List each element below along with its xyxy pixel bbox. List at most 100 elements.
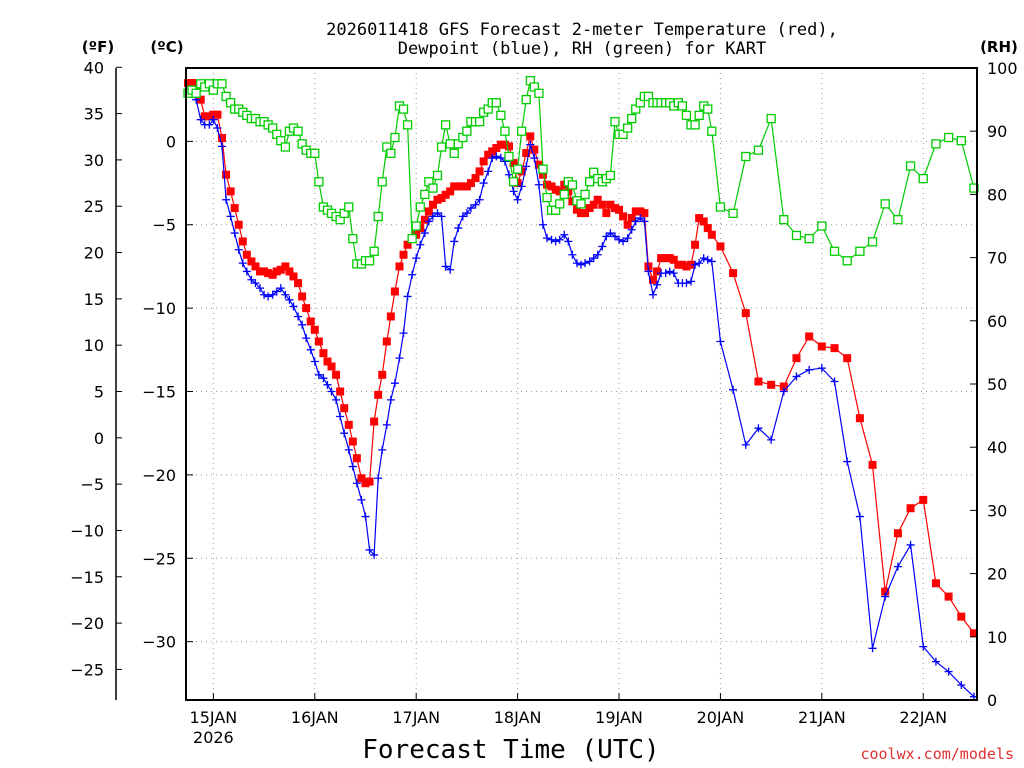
- temperature-point: [475, 167, 484, 176]
- dewpoint-point: [218, 142, 227, 151]
- dewpoint-point: [665, 267, 674, 276]
- rh-tick-label: 40: [987, 438, 1007, 457]
- rh-point: [280, 142, 291, 152]
- fahrenheit-unit-label: (ºF): [82, 38, 114, 56]
- dewpoint-point: [242, 267, 251, 276]
- rh-point: [627, 113, 637, 124]
- temperature-point: [931, 579, 940, 588]
- dewpoint-point: [205, 120, 214, 129]
- rh-tick-label: 10: [987, 628, 1007, 647]
- temperature-point: [551, 185, 560, 194]
- dewpoint-point: [716, 337, 725, 346]
- rh-point: [293, 126, 303, 136]
- celsius-tick-label: −30: [142, 633, 176, 652]
- temperature-point: [699, 217, 708, 226]
- dewpoint-point: [615, 235, 624, 244]
- temperature-point: [669, 255, 678, 264]
- temperature-point: [310, 325, 319, 334]
- dewpoint-point: [695, 259, 704, 268]
- dewpoint-point: [530, 154, 539, 163]
- dewpoint-point: [281, 290, 290, 299]
- temperature-point: [665, 254, 674, 263]
- temperature-point: [488, 147, 497, 156]
- temperature-point: [500, 140, 509, 149]
- dewpoint-point: [437, 212, 446, 221]
- rh-point: [445, 139, 455, 149]
- dewpoint-point: [462, 209, 471, 218]
- rh-point: [377, 177, 387, 187]
- temperature-point: [640, 209, 649, 218]
- x-tick-label: 20JAN: [697, 708, 745, 727]
- plot-frame: [185, 67, 978, 701]
- temperature-point: [234, 220, 243, 229]
- rh-tick-label: 30: [987, 501, 1007, 520]
- rh-point: [491, 98, 501, 108]
- rh-point: [390, 132, 400, 143]
- rh-point: [829, 246, 840, 256]
- dewpoint-point: [568, 250, 577, 259]
- dewpoint-point: [466, 204, 475, 213]
- temperature-point: [881, 587, 890, 596]
- dewpoint-point: [585, 257, 594, 266]
- temperature-point: [779, 382, 788, 391]
- temperature-point: [741, 309, 750, 318]
- temperature-point: [682, 262, 691, 271]
- temperature-point: [653, 267, 662, 276]
- temperature-point: [399, 250, 408, 259]
- dewpoint-point: [327, 387, 336, 396]
- dewpoint-point: [517, 182, 526, 191]
- rh-point: [348, 233, 358, 244]
- temperature-point: [332, 370, 341, 379]
- temperature-point: [276, 265, 285, 274]
- rh-point: [436, 142, 447, 152]
- chart-title-line-2: Dewpoint (blue), RH (green) for KART: [398, 39, 766, 59]
- dewpoint-point: [370, 550, 379, 559]
- rh-point: [567, 180, 578, 190]
- dewpoint-point: [707, 257, 716, 266]
- x-tick-label: 18JAN: [494, 708, 542, 727]
- temperature-point: [492, 144, 501, 153]
- rh-point: [559, 189, 569, 200]
- temperature-point: [446, 187, 455, 196]
- temperature-point: [657, 254, 666, 263]
- rh-tick-label: 50: [987, 375, 1007, 394]
- dewpoint-point: [589, 254, 598, 263]
- temperature-point: [450, 182, 459, 191]
- temperature-point: [716, 242, 725, 251]
- temperature-point: [581, 209, 590, 218]
- fahrenheit-tick-label: −20: [70, 614, 104, 633]
- temperature-point: [323, 357, 332, 366]
- temperature-point: [302, 304, 311, 313]
- dewpoint-point: [687, 277, 696, 286]
- dewpoint-point: [213, 124, 222, 133]
- temperature-point: [184, 79, 193, 88]
- dewpoint-point: [471, 200, 480, 209]
- dewpoint-point: [234, 245, 243, 254]
- rh-point: [905, 161, 916, 171]
- rh-point: [428, 183, 438, 193]
- fahrenheit-tick-label: −15: [70, 568, 104, 587]
- dewpoint-point: [805, 365, 814, 374]
- temperature-point: [543, 180, 552, 189]
- temperature-point: [703, 224, 712, 233]
- rh-point: [534, 88, 544, 98]
- dewpoint-point: [222, 195, 231, 204]
- temperature-point: [792, 354, 801, 363]
- rh-tick-label: 60: [987, 312, 1007, 331]
- rh-point: [690, 120, 700, 130]
- x-tick-label: 16JAN: [291, 708, 339, 727]
- rh-line: [187, 79, 975, 265]
- dewpoint-point: [285, 295, 294, 304]
- rh-point: [681, 110, 692, 121]
- celsius-tick-label: −15: [142, 383, 176, 402]
- temperature-point: [327, 362, 336, 371]
- temperature-point: [589, 200, 598, 209]
- dewpoint-point: [754, 424, 763, 433]
- dewpoint-point: [395, 354, 404, 363]
- temperature-point: [830, 344, 839, 353]
- rh-point: [407, 233, 417, 244]
- dewpoint-point: [378, 445, 387, 454]
- dewpoint-point: [653, 280, 662, 289]
- temperature-point: [188, 79, 197, 88]
- rh-point: [918, 173, 928, 184]
